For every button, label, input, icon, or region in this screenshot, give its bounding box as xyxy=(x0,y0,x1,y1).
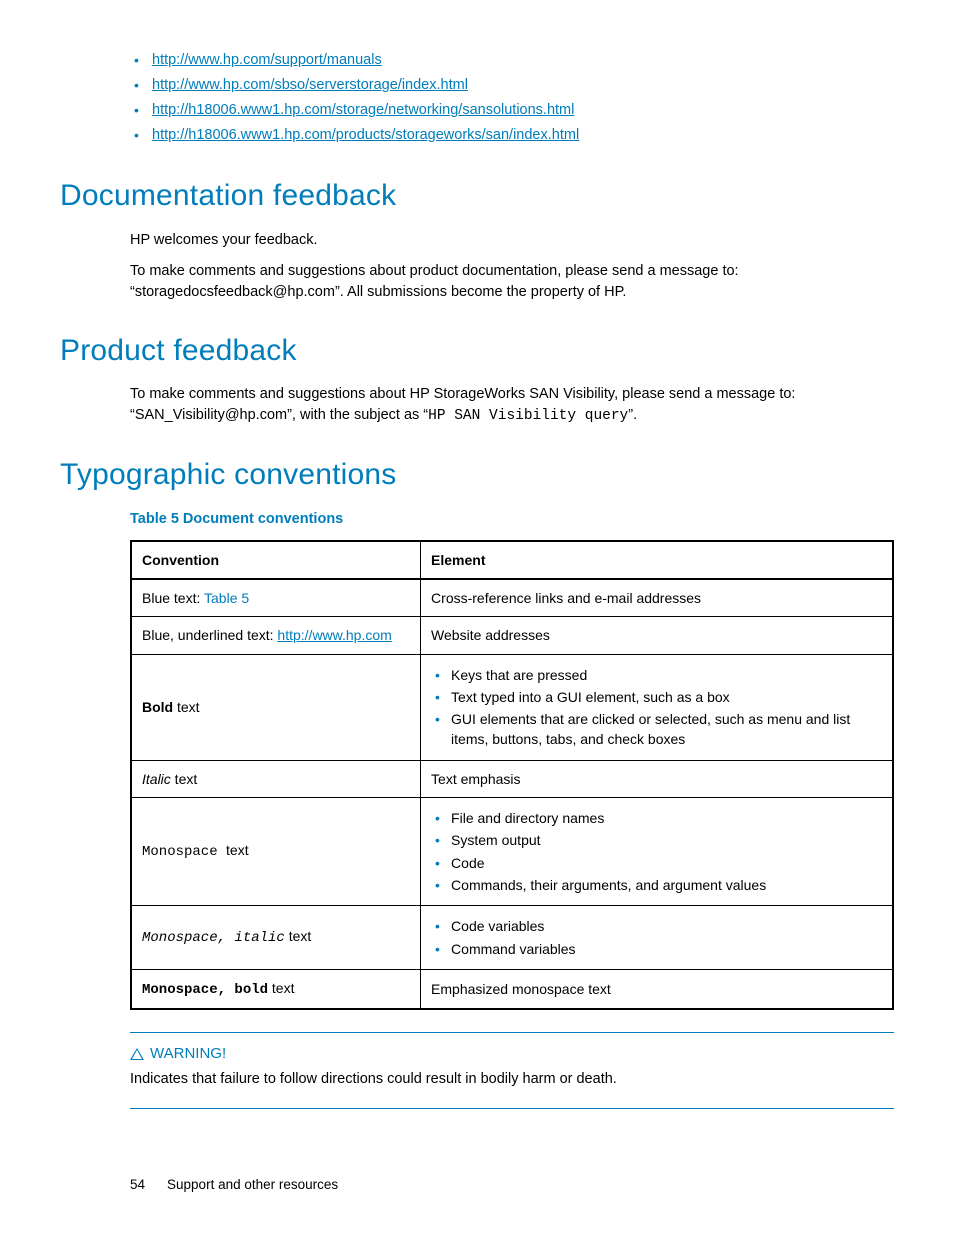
body-text: To make comments and suggestions about H… xyxy=(130,384,894,427)
list-item: http://h18006.www1.hp.com/storage/networ… xyxy=(130,100,894,121)
text: text xyxy=(171,771,197,787)
text: Blue, underlined text: xyxy=(142,627,277,643)
related-links-list: http://www.hp.com/support/manuals http:/… xyxy=(130,50,894,146)
list-item: http://www.hp.com/support/manuals xyxy=(130,50,894,71)
link-hp-com[interactable]: http://www.hp.com xyxy=(277,627,391,643)
text: Blue text: xyxy=(142,590,204,606)
mono-bold-sample: Monospace, bold xyxy=(142,982,268,998)
text: text xyxy=(268,980,294,996)
list-item: System output xyxy=(431,830,882,850)
cell-convention: Bold text xyxy=(131,654,421,760)
cell-convention: Monospace text xyxy=(131,798,421,906)
list-item: GUI elements that are clicked or selecte… xyxy=(431,709,882,750)
link-sansolutions[interactable]: http://h18006.www1.hp.com/storage/networ… xyxy=(152,102,574,118)
text: text xyxy=(226,842,249,858)
cell-convention: Monospace, italic text xyxy=(131,906,421,970)
page-number: 54 xyxy=(130,1175,145,1195)
list-item: Commands, their arguments, and argument … xyxy=(431,875,882,895)
col-convention: Convention xyxy=(131,541,421,579)
heading-product-feedback: Product feedback xyxy=(60,329,894,373)
text: ”. xyxy=(628,407,637,423)
cell-convention: Blue text: Table 5 xyxy=(131,579,421,617)
document-conventions-table: Convention Element Blue text: Table 5 Cr… xyxy=(130,540,894,1010)
warning-label: WARNING! xyxy=(150,1043,226,1065)
italic-sample: Italic xyxy=(142,771,171,787)
table-row: Bold text Keys that are pressed Text typ… xyxy=(131,654,893,760)
col-element: Element xyxy=(421,541,893,579)
cell-convention: Italic text xyxy=(131,760,421,797)
link-serverstorage[interactable]: http://www.hp.com/sbso/serverstorage/ind… xyxy=(152,77,468,93)
link-manuals[interactable]: http://www.hp.com/support/manuals xyxy=(152,52,382,68)
cell-convention: Monospace, bold text xyxy=(131,969,421,1009)
text: text xyxy=(285,928,311,944)
table-row: Blue text: Table 5 Cross-reference links… xyxy=(131,579,893,617)
warning-block: WARNING! Indicates that failure to follo… xyxy=(130,1032,894,1109)
list-item: Code xyxy=(431,853,882,873)
body-text: To make comments and suggestions about p… xyxy=(130,261,894,303)
cell-element: Code variables Command variables xyxy=(421,906,893,970)
table-row: Blue, underlined text: http://www.hp.com… xyxy=(131,617,893,654)
table-header-row: Convention Element xyxy=(131,541,893,579)
list-item: Keys that are pressed xyxy=(431,665,882,685)
page-footer: 54 Support and other resources xyxy=(130,1175,338,1195)
xref-table-5[interactable]: Table 5 xyxy=(204,590,249,606)
table-row: Monospace text File and directory names … xyxy=(131,798,893,906)
warning-icon xyxy=(130,1048,144,1060)
list-item: Code variables xyxy=(431,916,882,936)
footer-section-title: Support and other resources xyxy=(167,1175,338,1195)
list-item: Text typed into a GUI element, such as a… xyxy=(431,687,882,707)
list-item: File and directory names xyxy=(431,808,882,828)
cell-element: Cross-reference links and e-mail address… xyxy=(421,579,893,617)
cell-element: Text emphasis xyxy=(421,760,893,797)
cell-convention: Blue, underlined text: http://www.hp.com xyxy=(131,617,421,654)
text: text xyxy=(173,699,199,715)
list-item: http://h18006.www1.hp.com/products/stora… xyxy=(130,125,894,146)
cell-element: Keys that are pressed Text typed into a … xyxy=(421,654,893,760)
warning-heading: WARNING! xyxy=(130,1043,894,1065)
table-row: Italic text Text emphasis xyxy=(131,760,893,797)
inline-code: HP SAN Visibility query xyxy=(428,408,628,424)
cell-element: Website addresses xyxy=(421,617,893,654)
table-row: Monospace, italic text Code variables Co… xyxy=(131,906,893,970)
mono-sample: Monospace xyxy=(142,844,226,860)
table-row: Monospace, bold text Emphasized monospac… xyxy=(131,969,893,1009)
link-storageworks-san[interactable]: http://h18006.www1.hp.com/products/stora… xyxy=(152,127,579,143)
cell-element: File and directory names System output C… xyxy=(421,798,893,906)
body-text: HP welcomes your feedback. xyxy=(130,230,894,251)
list-item: http://www.hp.com/sbso/serverstorage/ind… xyxy=(130,75,894,96)
warning-text: Indicates that failure to follow directi… xyxy=(130,1069,894,1090)
list-item: Command variables xyxy=(431,939,882,959)
mono-italic-sample: Monospace, italic xyxy=(142,930,285,946)
bold-sample: Bold xyxy=(142,699,173,715)
heading-documentation-feedback: Documentation feedback xyxy=(60,174,894,218)
table-caption: Table 5 Document conventions xyxy=(130,509,894,530)
heading-typographic-conventions: Typographic conventions xyxy=(60,453,894,497)
cell-element: Emphasized monospace text xyxy=(421,969,893,1009)
